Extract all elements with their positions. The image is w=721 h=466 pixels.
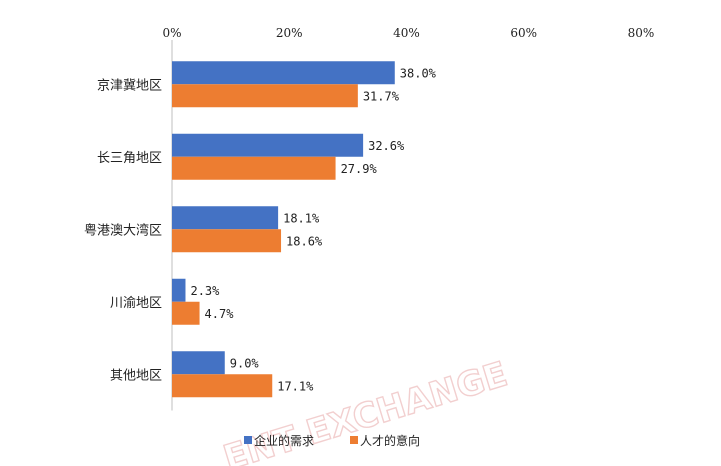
bars [172, 61, 395, 398]
legend: 企业的需求 人才的意向 [244, 433, 420, 448]
bar-enterprise-demand [172, 206, 279, 230]
data-labels: 38.0%31.7% 32.6% 27.9% 18.1% 18.6% 2.3% 4.7% 9.… [190, 66, 436, 393]
bar-talent-intention [172, 374, 273, 398]
legend-swatch [350, 436, 358, 444]
data-label: 17.1% [277, 379, 314, 393]
data-label: 9.0% [230, 356, 260, 370]
watermark-text: ENT EXCHANGE [219, 354, 512, 466]
category-label: 京津冀地区 [97, 77, 162, 93]
data-label: 38.0% [400, 66, 437, 80]
watermark: ENT EXCHANGE [218, 354, 512, 466]
category-label: 其他地区 [110, 368, 162, 383]
legend-label: 企业的需求 [254, 433, 314, 448]
bar-enterprise-demand [172, 61, 395, 85]
data-label: 18.1% [283, 211, 320, 225]
bar-talent-intention [172, 301, 200, 325]
x-tick-label: 0% [162, 26, 181, 40]
bar-enterprise-demand [172, 133, 364, 157]
bar-enterprise-demand [172, 278, 186, 302]
data-label: 2.3% [190, 284, 220, 298]
legend-label: 人才的意向 [360, 433, 420, 448]
x-tick-label: 80% [628, 26, 655, 40]
bar-enterprise-demand [172, 351, 225, 375]
category-label: 长三角地区 [97, 151, 162, 166]
bar-talent-intention [172, 156, 336, 180]
data-label: 4.7% [205, 307, 235, 321]
data-label: 18.6% [286, 234, 323, 248]
bar-talent-intention [172, 229, 282, 253]
data-label: 32.6% [368, 139, 405, 153]
legend-swatch [244, 436, 252, 444]
category-label: 粤港澳大湾区 [84, 222, 162, 238]
x-tick-label: 60% [510, 26, 537, 40]
bar-talent-intention [172, 84, 358, 108]
x-tick-label: 40% [393, 26, 420, 40]
x-tick-label: 20% [276, 26, 303, 40]
data-label: 31.7% [363, 89, 400, 103]
category-label: 川渝地区 [110, 295, 162, 311]
data-label: 27.9% [341, 162, 378, 176]
